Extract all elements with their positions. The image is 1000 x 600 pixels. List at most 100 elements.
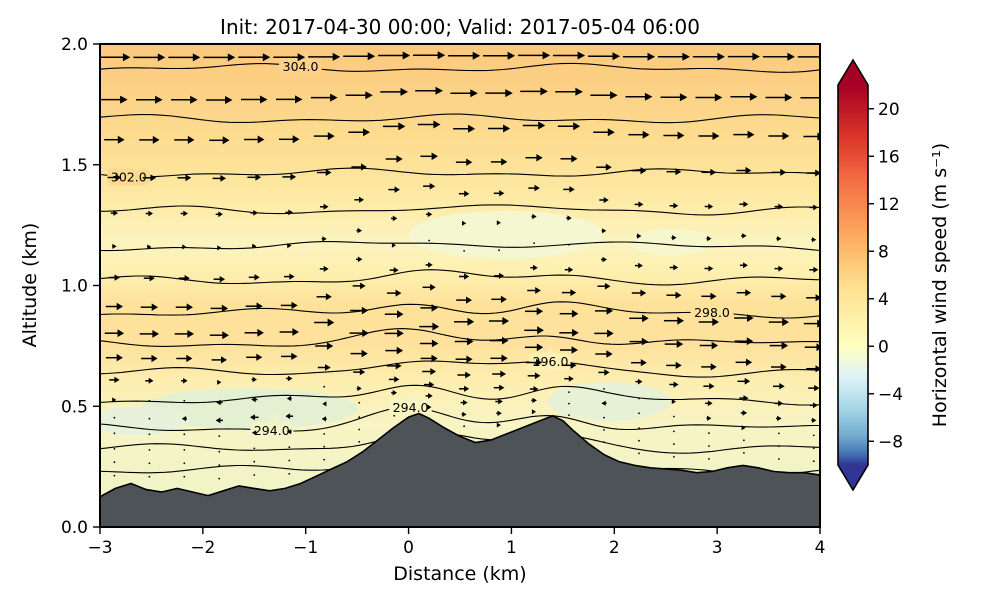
wind-arrow-head [220,175,227,182]
wind-arrow-head [186,354,193,363]
wind-arrow-head [467,317,475,326]
wind-arrow-head [148,377,154,384]
wind-dot [113,448,116,450]
wind-arrow-head [391,242,396,248]
wind-arrow-head [743,262,748,269]
wind-dot [148,417,151,420]
wind-arrow-head [325,169,332,176]
wind-arrow-head [677,316,684,325]
colorbar-tick-label: −8 [878,432,903,452]
colorbar-gradient [838,85,868,465]
wind-arrow-head [286,429,292,435]
wind-arrow-head [672,235,677,241]
wind-dot [708,445,710,447]
wind-arrow-head [638,201,644,208]
wind-arrow-head [290,173,297,181]
wind-dot [113,432,116,435]
wind-arrow-head [500,295,507,303]
colorbar-outline [837,58,869,492]
wind-dot [253,474,256,476]
wind-arrow-head [638,262,643,269]
wind-arrow-head [192,53,201,62]
wind-arrow-head [540,87,548,96]
wind-arrow-head [112,397,117,403]
wind-arrow-head [640,289,647,297]
wind-dot [183,433,186,436]
wind-arrow-head [295,95,303,104]
wind-dot [673,430,675,433]
wind-arrow-head [291,352,298,360]
wind-dot [603,441,605,444]
wind-arrow-head [742,410,748,416]
wind-arrow-head [746,337,754,346]
wind-dot [673,443,675,445]
wind-arrow-head [607,329,614,338]
wind-arrow-head [151,303,158,311]
wind-arrow-head [745,166,752,174]
y-tick-label: 1.0 [61,277,88,297]
wind-arrow-head [427,404,432,410]
wind-arrow-head [256,353,263,361]
wind-arrow-head [468,124,476,133]
wind-arrow-head [533,386,539,392]
wind-arrow-head [287,375,293,382]
colorbar-tick-label: 12 [878,195,900,215]
wind-arrow-head [637,378,643,385]
wind-dot [812,447,815,450]
wind-dot [288,472,291,475]
wind-arrow-head [472,51,481,60]
y-axis-label: Altitude (km) [19,222,41,348]
y-tick-label: 2.0 [61,35,88,55]
wind-arrow-head [717,52,725,61]
wind-arrow-head [602,256,607,263]
wind-dot [708,432,710,435]
wind-arrow-head [572,328,579,337]
x-tick-label: 1 [506,538,517,558]
wind-arrow-head [190,95,198,104]
wind-arrow-head [217,379,222,385]
wind-arrow-head [431,304,438,312]
wind-arrow-head [327,132,335,141]
wind-dot [253,447,256,450]
wind-arrow-head [397,329,404,338]
contour-label: 298.0 [694,305,730,320]
wind-arrow-head [569,186,575,193]
wind-arrow-head [117,135,125,144]
wind-dot [533,242,535,245]
wind-arrow-head [710,292,717,300]
wind-arrow-head [114,376,120,383]
isentrope-contour [100,113,820,124]
wind-arrow-head [466,158,473,166]
wind-arrow-head [815,365,820,373]
wind-arrow-head [400,87,408,96]
wind-arrow-head [292,328,299,336]
wind-arrow-head [430,368,437,375]
wind-arrow-head [117,329,125,338]
wind-arrow-head [330,93,338,102]
wind-arrow-head [815,169,820,177]
wind-arrow-head [252,243,257,249]
wind-arrow-head [321,416,326,422]
wind-arrow-head [297,53,306,62]
wind-arrow-head [567,215,572,221]
wind-arrow-head [505,89,513,98]
isentrope-contour [100,360,820,378]
wind-arrow-head [787,52,795,61]
wind-arrow-head [538,121,546,130]
wind-arrow-head [781,341,789,350]
wind-arrow-head [183,378,188,384]
wind-dot [113,416,116,419]
wind-arrow-head [251,396,256,403]
wind-arrow-head [186,303,193,311]
wind-arrow-head [507,51,516,60]
wind-arrow-head [187,330,194,338]
y-tick-label: 0.0 [61,518,88,538]
wind-arrow-head [712,132,720,140]
low-wind-patch [100,406,191,436]
wind-arrow-head [360,282,366,290]
wind-arrow-head [710,363,717,371]
wind-dot [323,385,326,388]
colorbar-tick-label: 4 [878,290,889,310]
wind-arrow-head [534,184,540,192]
